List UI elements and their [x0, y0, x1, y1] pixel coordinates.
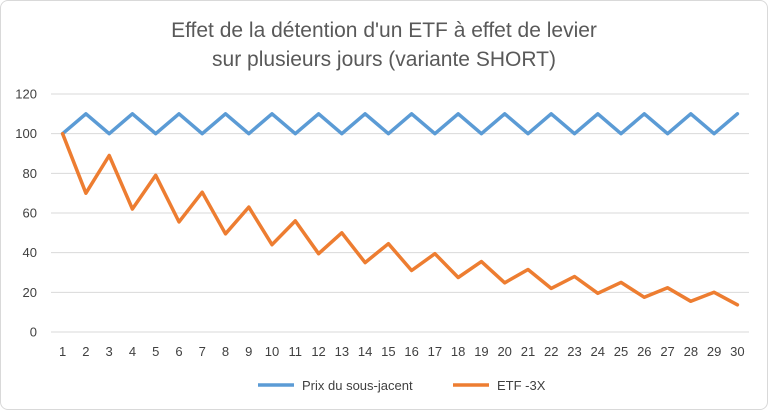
- x-tick-label: 8: [222, 344, 229, 359]
- y-tick-label: 60: [23, 206, 37, 221]
- x-tick-label: 25: [614, 344, 628, 359]
- series-line-1: [60, 131, 740, 307]
- x-tick-label: 29: [707, 344, 721, 359]
- x-tick-label: 11: [289, 344, 303, 359]
- x-axis-ticks: 1 2 3 4 5 6 7 8 9 10 11 12 13 14 15 16 17 18 19 20 21 22 23 24 2…: [59, 344, 745, 359]
- x-tick-label: 20: [497, 344, 511, 359]
- x-tick-label: 21: [521, 344, 535, 359]
- x-tick-label: 19: [474, 344, 488, 359]
- x-tick-label: 10: [265, 344, 279, 359]
- x-tick-label: 12: [311, 344, 325, 359]
- y-tick-label: 0: [30, 325, 37, 340]
- x-tick-label: 17: [428, 344, 442, 359]
- x-tick-label: 9: [245, 344, 252, 359]
- x-tick-label: 26: [637, 344, 651, 359]
- y-tick-label: 100: [15, 126, 37, 141]
- legend: Prix du sous-jacent ETF -3X: [258, 378, 546, 393]
- x-tick-label: 15: [381, 344, 395, 359]
- x-tick-label: 3: [106, 344, 113, 359]
- x-tick-label: 5: [152, 344, 159, 359]
- x-tick-label: 28: [684, 344, 698, 359]
- y-tick-label: 80: [23, 166, 37, 181]
- chart-title-line-1: Effet de la détention d'un ETF à effet d…: [171, 19, 597, 42]
- x-tick-label: 2: [82, 344, 89, 359]
- x-tick-label: 16: [404, 344, 418, 359]
- legend-label-1: ETF -3X: [497, 378, 546, 393]
- x-tick-label: 27: [660, 344, 674, 359]
- chart-title-line-2: sur plusieurs jours (variante SHORT): [212, 48, 556, 71]
- x-tick-label: 6: [175, 344, 182, 359]
- legend-label-0: Prix du sous-jacent: [302, 378, 413, 393]
- x-tick-label: 4: [129, 344, 136, 359]
- y-tick-label: 120: [15, 87, 37, 102]
- x-tick-label: 23: [567, 344, 581, 359]
- y-tick-label: 20: [23, 285, 37, 300]
- x-tick-label: 7: [199, 344, 206, 359]
- series-lines: [60, 112, 740, 307]
- x-tick-label: 13: [335, 344, 349, 359]
- x-tick-label: 24: [591, 344, 605, 359]
- x-tick-label: 14: [358, 344, 372, 359]
- gridlines: [51, 93, 749, 333]
- x-tick-label: 1: [59, 344, 66, 359]
- series-line-0: [60, 112, 740, 136]
- x-tick-label: 30: [730, 344, 744, 359]
- x-tick-label: 22: [544, 344, 558, 359]
- y-axis-ticks: 0 20 40 60 80 100 120: [15, 87, 37, 340]
- x-tick-label: 18: [451, 344, 465, 359]
- y-tick-label: 40: [23, 245, 37, 260]
